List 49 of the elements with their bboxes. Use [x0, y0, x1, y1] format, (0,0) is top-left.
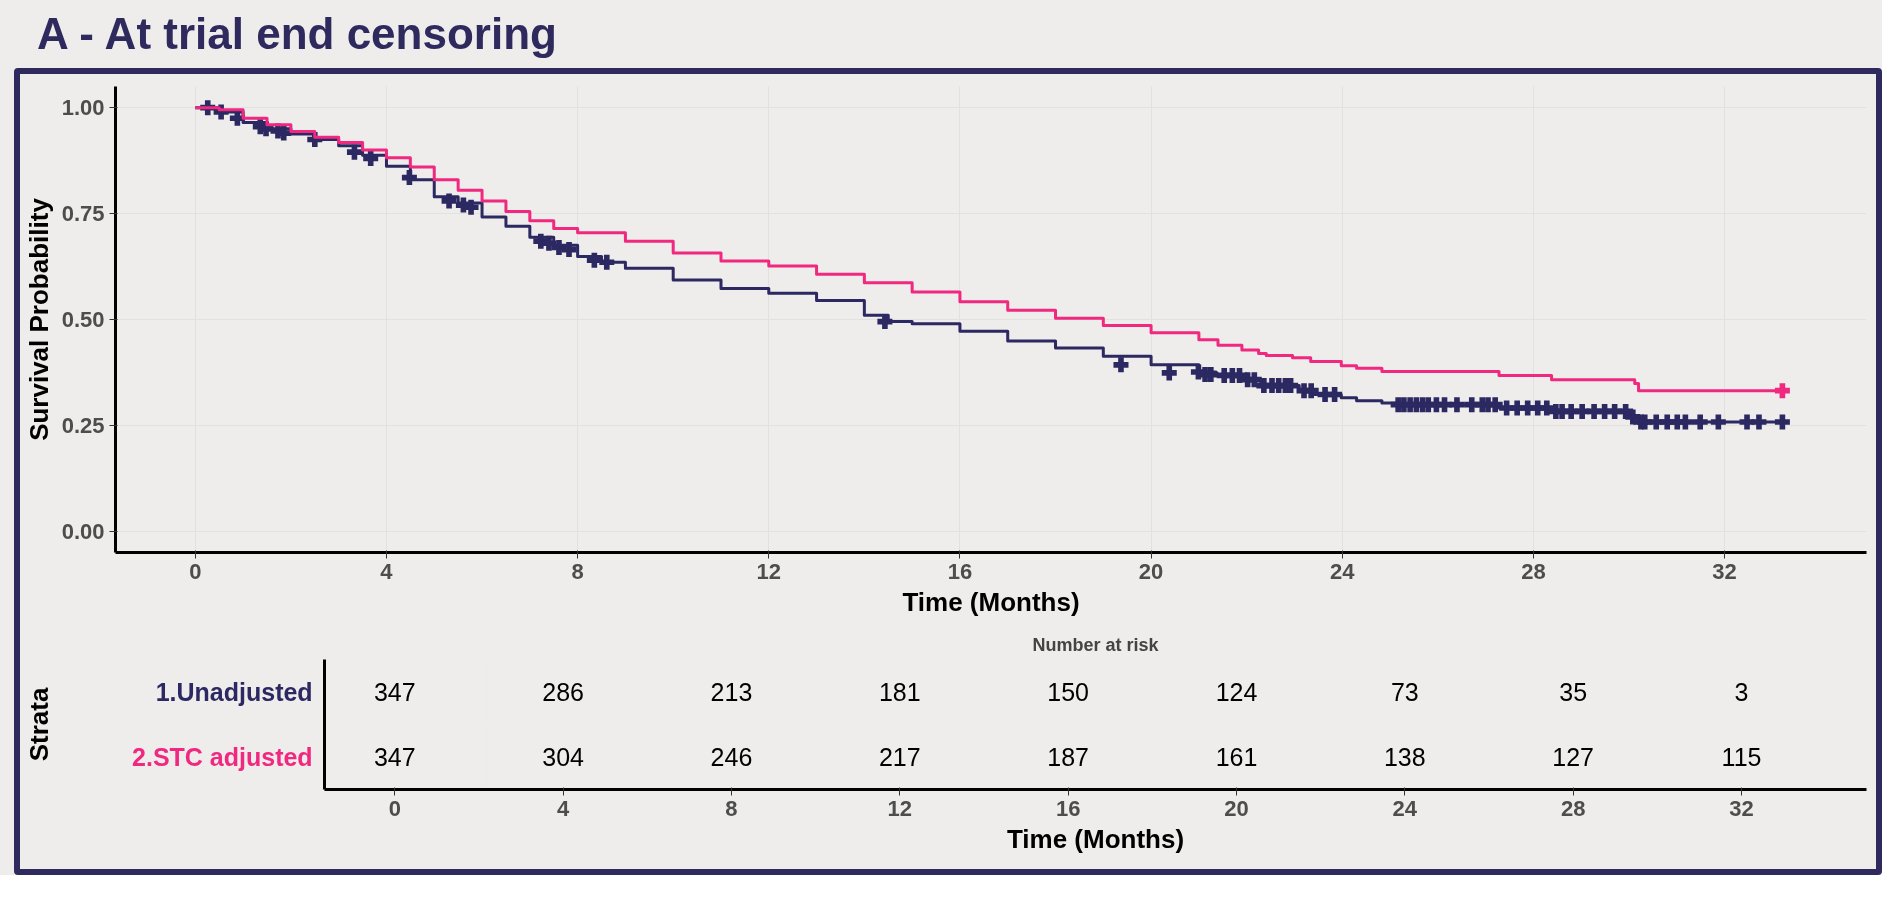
data-label: 161 [1215, 743, 1258, 771]
x-tick-label: 24 [1392, 795, 1418, 821]
data-label: 124 [1215, 678, 1258, 706]
data-label: 127 [1552, 743, 1595, 771]
y-tick-label: 0.00 [61, 518, 105, 544]
data-label: 35 [1559, 678, 1588, 706]
data-label: 73 [1390, 678, 1419, 706]
data-label: 217 [878, 743, 921, 771]
y-axis-title: Survival Probability [23, 197, 54, 441]
x-tick-label: 12 [887, 795, 913, 821]
x-axis-title: Time (Months) [1006, 823, 1185, 854]
x-tick-label: 4 [557, 795, 571, 821]
data-label: 246 [710, 743, 753, 771]
chart-title: A - At trial end censoring [37, 8, 557, 60]
x-tick-label: 32 [1712, 558, 1737, 584]
data-label: 213 [710, 678, 753, 706]
x-tick-label: 20 [1138, 558, 1164, 584]
x-tick-label: 28 [1521, 558, 1546, 584]
data-label: 150 [1047, 678, 1090, 706]
y-tick-label: 0.50 [61, 307, 105, 332]
data-label: 181 [878, 678, 921, 706]
data-label: 138 [1383, 743, 1426, 771]
x-tick-label: 32 [1729, 795, 1754, 821]
y-tick-label: 1.00 [61, 95, 105, 121]
y-tick-label: 0.75 [61, 201, 105, 227]
x-tick-label: 16 [947, 558, 973, 584]
x-tick-label: 20 [1224, 795, 1249, 821]
x-tick-label: 0 [189, 558, 202, 584]
x-tick-label: 12 [756, 558, 782, 584]
x-tick-label: 8 [725, 795, 738, 821]
data-label: 286 [542, 678, 584, 706]
y-tick-label: 1.Unadjusted [155, 678, 313, 706]
x-axis-title: Time (Months) [902, 586, 1080, 617]
x-tick-label: 24 [1330, 558, 1356, 584]
x-tick-label: 4 [380, 558, 394, 584]
y-tick-label: 2.STC adjusted [132, 743, 313, 771]
chart-title: Number at risk [1032, 634, 1160, 655]
x-tick-label: 16 [1055, 795, 1081, 821]
data-label: 304 [542, 743, 585, 771]
x-tick-label: 8 [571, 558, 584, 584]
data-label: 3 [1734, 678, 1749, 706]
data-label: 115 [1721, 743, 1762, 771]
x-tick-label: 0 [388, 795, 401, 821]
x-tick-label: 28 [1560, 795, 1586, 821]
data-label: 347 [373, 678, 416, 706]
y-tick-label: 0.25 [61, 412, 105, 438]
y-axis-title: Strata [23, 687, 54, 762]
data-label: 347 [373, 743, 416, 771]
data-label: 187 [1047, 743, 1090, 771]
